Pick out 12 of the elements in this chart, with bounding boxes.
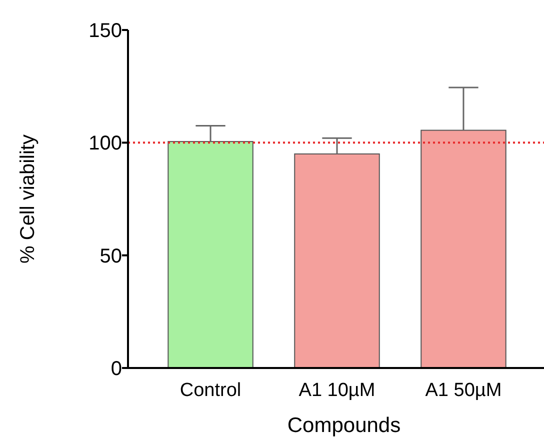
bar [420, 130, 506, 368]
bar [294, 153, 380, 368]
x-axis-title: Compounds [287, 414, 401, 437]
y-tick-label: 50 [100, 245, 122, 268]
x-tick-label: A1 50µM [425, 380, 502, 401]
y-axis-title: % Cell viability [17, 134, 39, 264]
y-tick-label: 0 [110, 358, 122, 380]
x-tick-label: A1 10µM [298, 380, 376, 401]
bar [168, 141, 254, 368]
y-tick-label: 100 [88, 132, 122, 155]
x-tick-label: Control [180, 380, 242, 401]
y-tick-label: 150 [88, 20, 122, 42]
